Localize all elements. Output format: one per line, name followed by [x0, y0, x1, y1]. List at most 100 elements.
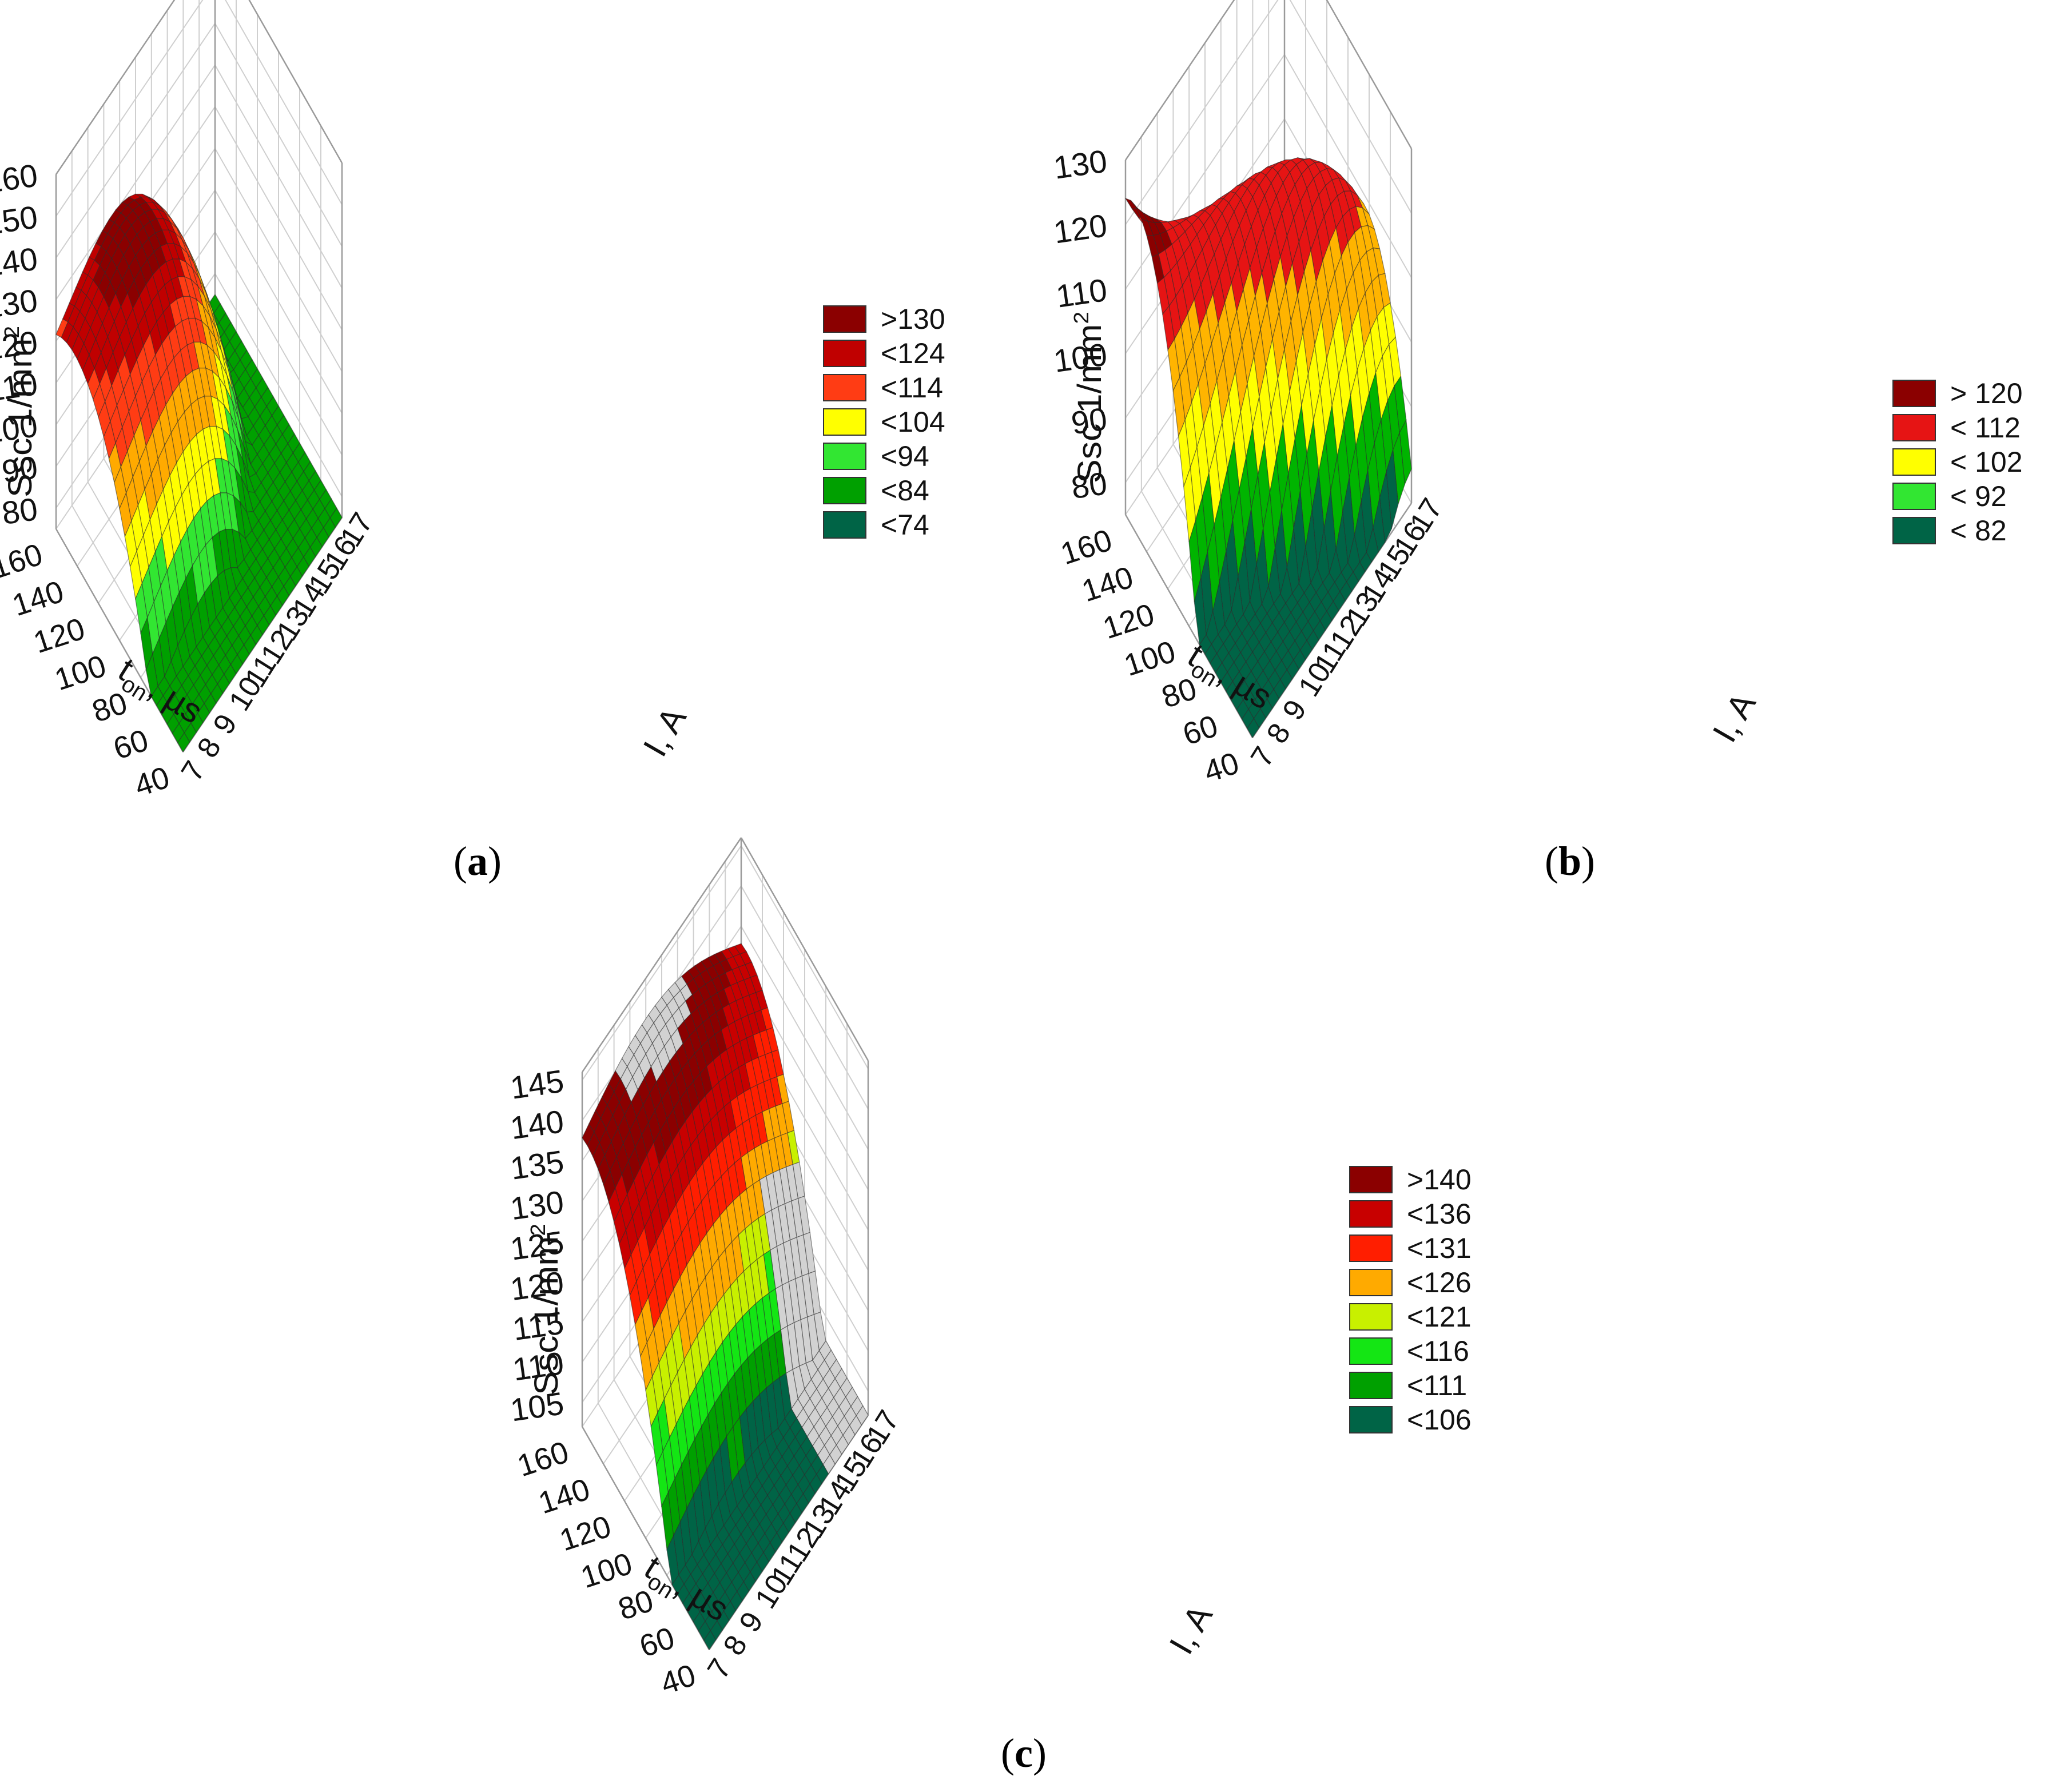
panel-a-surface — [55, 193, 343, 753]
panel-b-caption: (b) — [1545, 838, 1595, 884]
panel-a-grid-z-line — [55, 0, 343, 217]
panel-c-y-tick-label: 40 — [657, 1658, 700, 1701]
panel-a-z-axis-title: Ssc 1/mm2 — [0, 326, 38, 497]
panel-c-z-tick-label: 130 — [508, 1184, 566, 1226]
panel-b-box-edge — [1326, 0, 1413, 149]
panel-a-legend: >130<124<114<104<94<84<74 — [823, 303, 945, 541]
panel-c-box-edge — [740, 837, 869, 1061]
panel-c-legend-label: <116 — [1407, 1335, 1469, 1367]
panel-b-y-tick-label: 140 — [1077, 560, 1137, 608]
panel-a-y-tick-label: 140 — [8, 574, 67, 623]
panel-a-y-tick-label: 160 — [0, 537, 47, 586]
panel-c-legend-swatch — [1349, 1337, 1393, 1365]
panel-a-z-tick-label: 110 — [0, 365, 40, 408]
panel-b-z-tick-label: 100 — [1051, 336, 1109, 379]
panel-b-x-axis-title: I, A — [1705, 686, 1763, 748]
panel-c-legend-swatch — [1349, 1235, 1393, 1262]
panel-a-legend-swatch — [823, 374, 866, 401]
panel-a-legend-swatch — [823, 305, 866, 333]
panel-c-y-tick-label: 60 — [635, 1620, 679, 1664]
panel-b-x-tick-label: 8 — [1260, 718, 1298, 749]
panel-c-z-tick-label: 120 — [508, 1264, 566, 1307]
panel-c-legend-label: >140 — [1407, 1164, 1472, 1196]
panel-b-y-tick-label: 120 — [1099, 597, 1158, 646]
panel-a-legend-label: <114 — [881, 372, 943, 404]
panel-a-z-tick-label: 140 — [0, 240, 40, 283]
panel-a-box-edge — [248, 0, 343, 164]
panel-c-caption: (c) — [1001, 1730, 1047, 1776]
panel-b: 8090100110120130406080100120140160789101… — [1051, 0, 2023, 884]
panel-c-z-tick-label: 125 — [508, 1224, 566, 1267]
panel-c-x-axis-title: I, A — [1162, 1598, 1220, 1660]
panel-c-legend-label: <126 — [1407, 1267, 1472, 1299]
panel-c-box-edge — [581, 837, 742, 1073]
panel-c-legend-swatch — [1349, 1372, 1393, 1399]
panel-a-z-tick-label: 160 — [0, 157, 40, 200]
panel-c-x-tick-label: 9 — [733, 1606, 770, 1638]
panel-c-y-tick-label: 100 — [576, 1546, 636, 1595]
panel-c-legend-swatch — [1349, 1406, 1393, 1433]
panel-c-surface-cell — [703, 1630, 717, 1651]
panel-a: 8090100110120130140150160406080100120140… — [0, 0, 945, 884]
panel-b-legend-swatch — [1892, 380, 1936, 407]
panel-a-x-tick-label: 9 — [207, 708, 244, 740]
panel-b-z-tick-label: 130 — [1051, 142, 1109, 185]
panel-c-legend-label: <106 — [1407, 1404, 1472, 1436]
panel-a-y-tick-label: 40 — [130, 760, 174, 803]
panel-c-y-tick-label: 120 — [555, 1509, 615, 1558]
panel-a-z-tick-label: 120 — [0, 324, 40, 367]
panel-c: 1051101151201251301351401454060801001201… — [508, 837, 1472, 1776]
panel-c-z-tick-label: 140 — [508, 1103, 566, 1146]
panel-b-y-tick-label: 160 — [1056, 523, 1116, 571]
panel-c-legend: >140<136<131<126<121<116<111<106 — [1349, 1164, 1472, 1436]
panel-b-surface-cell — [1247, 718, 1260, 739]
panel-b-legend-label: > 120 — [1950, 377, 2023, 409]
panel-a-z-tick-label: 100 — [0, 407, 40, 450]
panel-c-z-axis-title: Ssc 1/mm2 — [526, 1224, 564, 1395]
panel-a-y-tick-label: 120 — [29, 611, 89, 660]
panel-b-z-tick-label: 120 — [1051, 207, 1109, 250]
panel-c-z-tick-label: 145 — [508, 1063, 566, 1106]
panel-a-z-tick-label: 90 — [0, 449, 40, 489]
panel-c-legend-label: <111 — [1407, 1369, 1467, 1401]
panel-a-legend-label: <94 — [881, 440, 929, 472]
panel-b-legend-label: < 112 — [1950, 412, 2021, 444]
panel-b-z-tick-label: 90 — [1069, 400, 1109, 441]
panel-c-legend-swatch — [1349, 1200, 1393, 1228]
panel-c-legend-swatch — [1349, 1269, 1393, 1296]
panel-b-legend-swatch — [1892, 517, 1936, 544]
panel-a-legend-label: <74 — [881, 509, 929, 541]
panel-c-x-tick-label: 7 — [701, 1653, 738, 1685]
panel-c-surface — [582, 943, 869, 1651]
panel-c-z-tick-label: 115 — [510, 1304, 566, 1347]
panel-a-z-tick-label: 150 — [0, 198, 40, 241]
panel-c-z-tick-label: 135 — [508, 1143, 566, 1186]
panel-c-y-tick-label: 160 — [513, 1435, 572, 1483]
panel-a-caption: (a) — [454, 838, 502, 884]
panel-b-x-tick-label: 9 — [1276, 694, 1314, 726]
panel-a-legend-swatch — [823, 408, 866, 436]
panel-a-legend-label: <124 — [881, 337, 945, 369]
panel-c-legend-label: <121 — [1407, 1301, 1472, 1333]
panel-b-legend-label: < 82 — [1950, 515, 2007, 547]
panel-a-legend-swatch — [823, 340, 866, 367]
panel-b-legend-swatch — [1892, 414, 1936, 441]
panel-a-legend-swatch — [823, 511, 866, 539]
panel-b-surface-cell — [1124, 197, 1138, 210]
panel-a-x-tick-label: 8 — [191, 732, 228, 763]
panel-a-legend-label: >130 — [881, 303, 945, 335]
panel-c-z-tick-label: 105 — [508, 1385, 566, 1428]
panel-c-legend-label: <136 — [1407, 1198, 1472, 1230]
panel-b-grid-z-line — [1125, 0, 1412, 225]
panel-a-z-tick-label: 80 — [0, 491, 40, 531]
panel-b-box-edge — [1124, 0, 1235, 161]
panel-a-surface-cell — [177, 732, 190, 753]
panel-b-legend-swatch — [1892, 448, 1936, 476]
panel-b-z-tick-label: 110 — [1053, 272, 1109, 314]
panel-b-x-tick-label: 7 — [1244, 741, 1282, 772]
panel-a-legend-label: <104 — [881, 406, 945, 438]
panel-b-y-tick-label: 100 — [1120, 634, 1179, 683]
panel-c-legend-swatch — [1349, 1166, 1393, 1193]
panel-b-y-tick-label: 40 — [1200, 746, 1243, 789]
